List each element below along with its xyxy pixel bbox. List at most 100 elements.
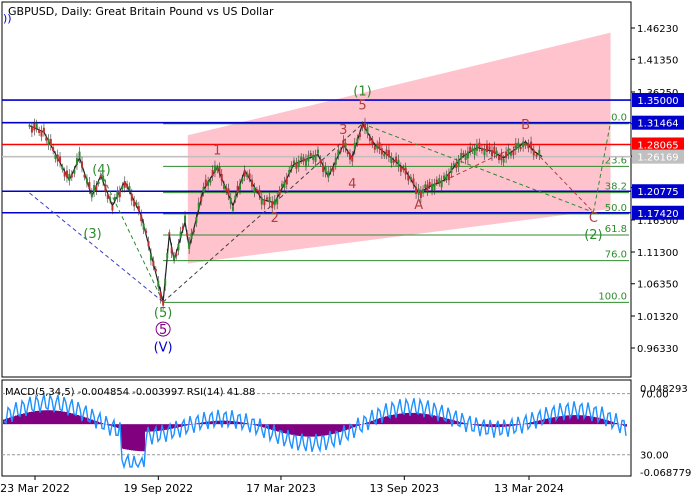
- candle-body: [478, 142, 481, 148]
- candle-body: [204, 179, 207, 187]
- candle-body: [258, 189, 261, 196]
- candle-body: [188, 241, 191, 249]
- candle-body: [195, 217, 198, 223]
- candle-body: [502, 158, 505, 163]
- candle-body: [52, 147, 55, 152]
- time-tick-label: 13 Mar 2024: [494, 482, 564, 495]
- candle-body: [376, 144, 379, 149]
- candle-body: [130, 193, 133, 201]
- candle-body: [184, 215, 187, 223]
- candle-body: [271, 201, 274, 209]
- level-tag-1.31464: [632, 115, 684, 130]
- candle-body: [121, 185, 124, 190]
- candle-body: [260, 197, 263, 205]
- candle-body: [123, 181, 126, 188]
- candle-body: [220, 174, 223, 181]
- candle-body: [297, 160, 300, 168]
- candle-body: [218, 167, 221, 174]
- candle-body: [522, 141, 525, 148]
- candle-body: [268, 196, 271, 203]
- candle-body: [535, 154, 538, 157]
- indicator-label: MACD(5,34,5) -0.004854 -0.003997 RSI(14)…: [5, 387, 255, 398]
- candle-body: [45, 137, 48, 141]
- candle-body: [327, 171, 330, 178]
- candle-body: [480, 148, 483, 151]
- candle-body: [295, 162, 298, 169]
- candle-body: [61, 166, 64, 170]
- candle-body: [497, 156, 500, 161]
- candle-body: [68, 173, 71, 181]
- candle-body: [145, 230, 148, 234]
- level-tags-layer: 1.35000 1.31464 1.28065 1.26169 1.20775 1.174…: [632, 93, 684, 220]
- candle-body: [344, 142, 347, 149]
- candle-body: [404, 167, 407, 175]
- candle-body: [307, 155, 310, 162]
- candle-body: [216, 167, 219, 171]
- candle-body: [38, 129, 41, 133]
- candle-body: [273, 199, 276, 206]
- candle-body: [255, 189, 258, 192]
- level-tag-text-1.28065: 1.28065: [637, 140, 678, 151]
- candle-body: [250, 179, 253, 187]
- fib-label-38.2: 38.2: [605, 182, 627, 193]
- candle-body: [353, 142, 356, 150]
- level-tag-1.35000: [632, 93, 684, 108]
- price-tick-label: 1.06350: [637, 280, 678, 291]
- candle-body: [276, 197, 279, 205]
- wave-label-13: C: [589, 211, 598, 226]
- candle-body: [243, 170, 246, 177]
- wave-label-6: 2: [271, 211, 279, 226]
- candle-body: [192, 229, 195, 232]
- candle-body: [431, 183, 434, 191]
- candle-body: [397, 159, 400, 167]
- candle-body: [70, 173, 73, 178]
- candle-body: [168, 232, 171, 235]
- candle-body: [445, 174, 448, 179]
- candle-body: [507, 148, 510, 155]
- rsi-line: [3, 392, 627, 470]
- candle-body: [426, 184, 429, 192]
- candle-body: [324, 166, 327, 173]
- candle-body: [113, 197, 116, 201]
- candle-body: [137, 205, 140, 212]
- candle-body: [170, 247, 173, 254]
- candle-body: [524, 142, 527, 146]
- candle-body: [402, 167, 405, 170]
- wave-guide-3: [274, 123, 363, 203]
- candle-body: [263, 199, 266, 206]
- candle-body: [530, 141, 533, 149]
- candle-body: [385, 149, 388, 156]
- candle-body: [265, 197, 268, 200]
- fib-label-61.8: 61.8: [605, 224, 627, 235]
- wave-label-2: (5): [154, 306, 172, 321]
- wave-label-12: B: [521, 118, 530, 133]
- fibonacci-layer: 0.0 23.6 38.2 50.0 61.8 76.0 100.0: [163, 113, 629, 303]
- candle-body: [40, 130, 43, 137]
- channel-layer: [187, 32, 611, 264]
- candle-body: [392, 160, 395, 163]
- candle-body: [147, 240, 150, 247]
- candle-body: [253, 187, 256, 193]
- candle-body: [368, 137, 371, 141]
- candle-body: [527, 143, 530, 149]
- candle-body: [399, 166, 402, 172]
- candle-body: [509, 152, 512, 156]
- candle-body: [443, 175, 446, 179]
- candle-body: [457, 160, 460, 168]
- candle-body: [292, 160, 295, 164]
- level-tag-text-1.20775: 1.20775: [637, 187, 678, 198]
- candle-body: [538, 149, 541, 156]
- candle-body: [371, 139, 374, 145]
- candle-body: [517, 142, 520, 149]
- candle-body: [225, 187, 228, 192]
- candle-body: [56, 154, 59, 162]
- candle-body: [485, 145, 488, 152]
- chart-title: GBPUSD, Daily: Great Britain Pound vs US…: [8, 5, 274, 18]
- candle-body: [356, 138, 359, 143]
- candle-body: [378, 142, 381, 150]
- candle-body: [128, 186, 131, 191]
- candle-body: [42, 127, 45, 133]
- candle-body: [351, 155, 354, 162]
